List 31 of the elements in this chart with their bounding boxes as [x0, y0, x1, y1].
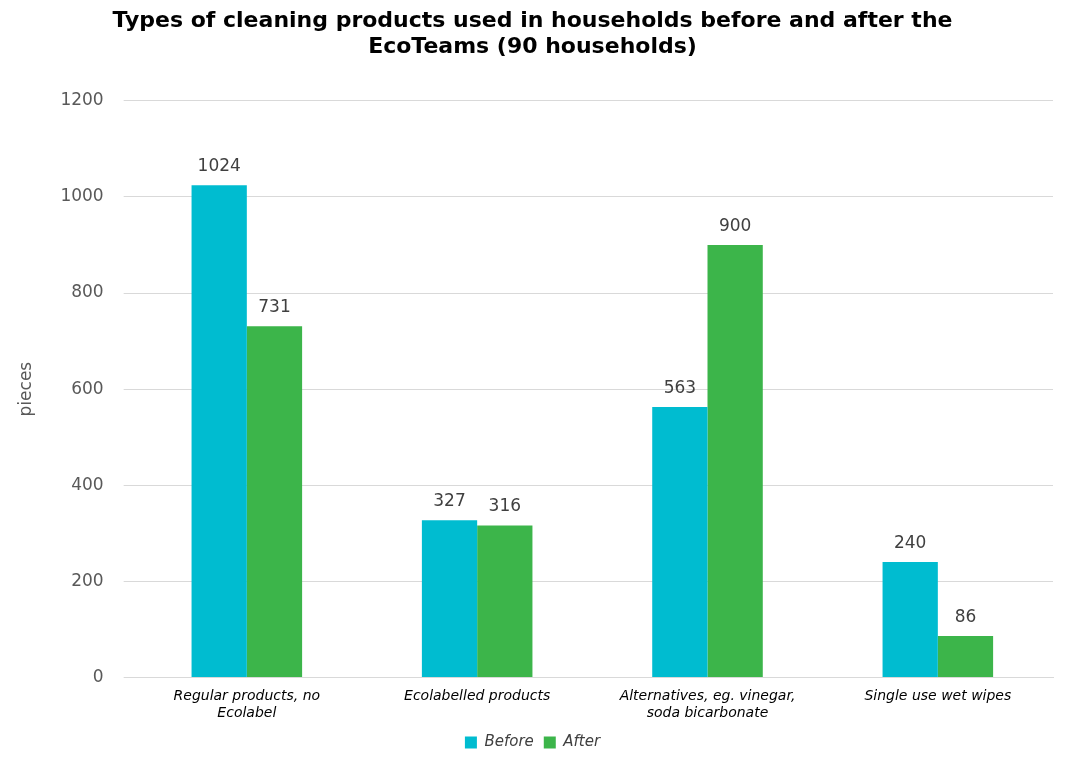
bar [191, 185, 247, 677]
y-tick-label: 400 [71, 473, 104, 494]
bar [937, 636, 994, 677]
y-tick-label: 200 [71, 569, 104, 590]
x-tick-label: Ecolabelled products [404, 687, 551, 704]
y-tick-label: 0 [92, 665, 104, 686]
y-tick-label: 1200 [60, 89, 104, 110]
data-label: 327 [433, 490, 466, 511]
legend-label: After [562, 732, 601, 751]
x-tick-label: Alternatives, eg. vinegar, soda bicarbonate [618, 687, 796, 721]
legend-label: Before [484, 732, 534, 751]
bar [882, 562, 938, 677]
bar [477, 525, 533, 677]
data-label: 563 [663, 376, 697, 397]
data-label: 1024 [197, 155, 241, 176]
y-tick-label: 600 [71, 377, 104, 398]
x-tick-label: Single use wet wipes [864, 687, 1012, 704]
data-label: 900 [718, 214, 752, 235]
bar [652, 406, 708, 677]
bar [246, 326, 303, 677]
y-tick-label: 1000 [60, 185, 104, 206]
y-tick-label: 800 [71, 281, 104, 302]
data-label: 240 [893, 532, 927, 552]
y-axis-title: pieces [14, 361, 35, 417]
chart-title: Types of cleaning products used in households before and after the EcoTeams (90 households) [112, 6, 953, 59]
data-label: 86 [954, 606, 977, 626]
bar [707, 244, 763, 677]
data-label: 731 [258, 296, 291, 317]
bar [421, 520, 478, 677]
x-tick-label: Regular products, no Ecolabel [173, 687, 321, 721]
data-label: 316 [488, 495, 522, 516]
